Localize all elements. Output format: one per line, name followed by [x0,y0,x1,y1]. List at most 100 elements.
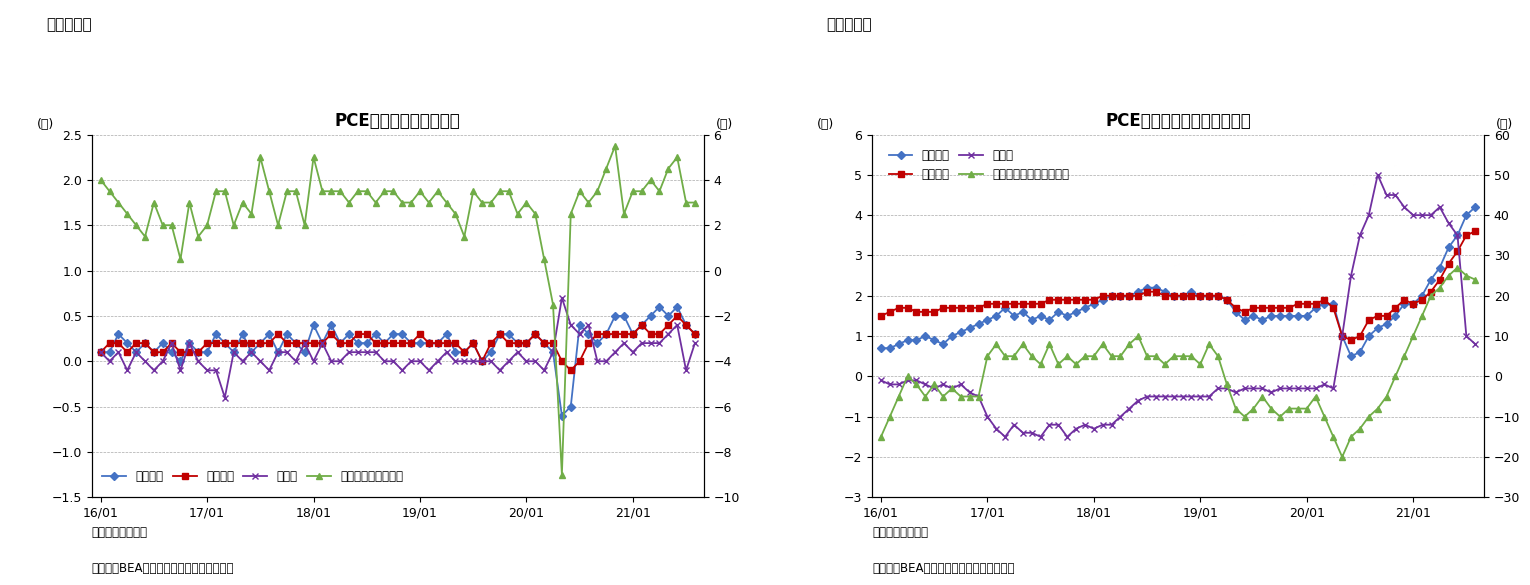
食料品 [526,357,545,365]
総合指数 [571,322,589,329]
エネルギー（右軸） [491,188,509,195]
食料品 [1351,232,1369,239]
食料品 [1421,212,1440,219]
食料品 [685,339,704,346]
エネルギー関連（右軸） [1449,264,1467,271]
総合指数 [624,331,643,338]
エネルギー関連（右軸） [1412,312,1431,319]
エネルギー関連（右軸） [1405,332,1423,339]
Line: コア指数: コア指数 [878,229,1478,343]
コア指数 [92,349,110,356]
食料品 [650,339,669,346]
コア指数 [669,312,687,319]
エネルギー関連（右軸） [872,433,890,441]
Line: 食料品: 食料品 [98,295,698,400]
コア指数 [491,331,509,338]
コア指数 [1466,228,1484,235]
食料品 [996,433,1014,441]
コア指数 [685,331,704,338]
エネルギー関連（右軸） [1333,453,1351,460]
食料品 [1466,340,1484,347]
食料品 [499,357,517,365]
総合指数 [1412,292,1431,300]
Text: （資料）BEAよりニッセイ基礎研究所作成: （資料）BEAよりニッセイ基礎研究所作成 [92,562,234,574]
総合指数 [1466,204,1484,211]
食料品 [872,377,890,384]
コア指数 [517,339,535,346]
総合指数 [1120,292,1138,300]
総合指数 [517,339,535,346]
コア指数 [1014,300,1033,307]
Text: (％): (％) [817,118,834,131]
コア指数 [1342,336,1360,343]
エネルギー関連（右軸） [1351,425,1369,432]
コア指数 [1005,300,1024,307]
エネルギー関連（右軸） [1297,405,1316,412]
食料品 [92,349,110,356]
Text: (％): (％) [37,118,54,131]
エネルギー（右軸） [571,188,589,195]
Text: （注）季節調整済: （注）季節調整済 [872,526,929,539]
Line: エネルギー関連（右軸）: エネルギー関連（右軸） [878,265,1478,460]
総合指数 [641,312,659,319]
エネルギー（右軸） [606,142,624,149]
食料品 [1368,171,1386,178]
食料品 [1307,385,1325,392]
エネルギー（右軸） [685,199,704,206]
エネルギー（右軸） [632,188,650,195]
Text: （図表６）: （図表６） [46,18,92,33]
コア指数 [641,331,659,338]
食料品 [1279,385,1297,392]
総合指数 [1014,308,1033,315]
総合指数 [1342,353,1360,360]
総合指数 [685,331,704,338]
Text: （資料）BEAよりニッセイ基礎研究所作成: （資料）BEAよりニッセイ基礎研究所作成 [872,562,1014,574]
エネルギー関連（右軸） [1466,276,1484,283]
Text: (％): (％) [716,118,733,131]
コア指数 [1120,292,1138,300]
総合指数 [92,349,110,356]
総合指数 [552,412,571,419]
総合指数 [491,331,509,338]
総合指数 [632,322,650,329]
Text: （図表７）: （図表７） [826,18,872,33]
エネルギー（右軸） [92,177,110,184]
Legend: 総合指数, コア指数, 食料品, エネルギー（右軸）: 総合指数, コア指数, 食料品, エネルギー（右軸） [98,465,407,488]
Line: 総合指数: 総合指数 [878,204,1478,359]
Text: (％): (％) [1496,118,1513,131]
Legend: 総合指数, コア指数, 食料品, エネルギー関連（右軸）: 総合指数, コア指数, 食料品, エネルギー関連（右軸） [884,144,1074,185]
食料品 [632,339,650,346]
食料品 [1412,212,1431,219]
エネルギー（右軸） [552,471,571,478]
総合指数 [1209,292,1227,300]
食料品 [580,322,598,329]
Text: （注）季節調整済: （注）季節調整済 [92,526,148,539]
エネルギー関連（右軸） [1271,413,1290,420]
Line: エネルギー（右軸）: エネルギー（右軸） [98,143,698,477]
Line: 総合指数: 総合指数 [98,304,698,418]
総合指数 [1218,296,1236,303]
コア指数 [632,322,650,329]
コア指数 [562,367,580,374]
食料品 [552,294,571,301]
Title: PCE価格指数（前月比）: PCE価格指数（前月比） [335,112,461,130]
食料品 [1431,204,1449,211]
総合指数 [650,304,669,311]
総合指数 [872,345,890,352]
エネルギー（右軸） [650,188,669,195]
総合指数 [1005,312,1024,319]
コア指数 [1218,296,1236,303]
Title: PCE価格指数（前年同月比）: PCE価格指数（前年同月比） [1105,112,1252,130]
Line: 食料品: 食料品 [878,172,1478,439]
エネルギー関連（右軸） [1421,292,1440,300]
Line: コア指数: コア指数 [98,313,698,373]
食料品 [216,394,234,401]
コア指数 [872,312,890,319]
コア指数 [624,331,643,338]
食料品 [641,339,659,346]
コア指数 [571,357,589,365]
エネルギー（右軸） [641,177,659,184]
コア指数 [1412,296,1431,303]
エネルギー（右軸） [517,199,535,206]
コア指数 [1209,292,1227,300]
